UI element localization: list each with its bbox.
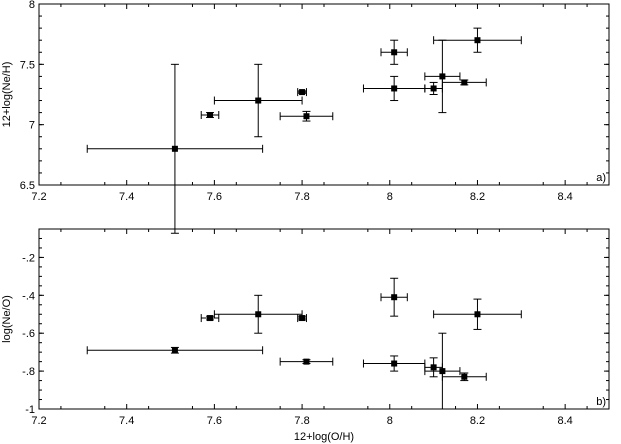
data-point <box>299 89 306 96</box>
data-point <box>474 37 481 44</box>
x-tick-label: 7.2 <box>31 415 46 427</box>
data-point <box>391 360 398 367</box>
y-axis-label: log(Ne/O) <box>1 295 13 343</box>
y-tick-label: -.6 <box>22 328 35 340</box>
data-point <box>461 79 468 86</box>
x-tick-label: 7.6 <box>207 191 222 203</box>
x-tick-label: 7.8 <box>294 415 309 427</box>
panel-label: b) <box>596 396 606 408</box>
data-point <box>430 364 437 371</box>
data-point <box>303 113 310 120</box>
x-tick-label: 7.2 <box>31 191 46 203</box>
data-point <box>171 145 178 152</box>
data-point <box>430 85 437 92</box>
data-point <box>171 347 178 354</box>
x-tick-label: 8.4 <box>558 415 573 427</box>
y-tick-label: -.4 <box>22 290 35 302</box>
y-tick-label: 6.5 <box>20 180 35 192</box>
data-point <box>255 97 262 104</box>
x-tick-label: 7.8 <box>294 191 309 203</box>
x-tick-label: 8.2 <box>470 191 485 203</box>
x-tick-label: 8.4 <box>558 191 573 203</box>
data-point <box>474 311 481 318</box>
y-tick-label: -.2 <box>22 252 35 264</box>
data-point <box>255 311 262 318</box>
data-point <box>299 315 306 322</box>
data-point <box>391 85 398 92</box>
panel-label: a) <box>596 172 606 184</box>
data-point <box>439 73 446 80</box>
data-point <box>303 358 310 365</box>
y-tick-label: 8 <box>29 0 35 11</box>
y-tick-label: -.8 <box>22 366 35 378</box>
y-tick-label: 7.5 <box>20 59 35 71</box>
plot-frame <box>38 228 610 410</box>
y-axis-label: 12+log(Ne/H) <box>1 62 13 128</box>
x-tick-label: 7.6 <box>207 415 222 427</box>
data-point <box>207 315 213 322</box>
y-tick-label: 7 <box>29 120 35 132</box>
data-point <box>461 373 468 380</box>
x-axis-label: 12+log(O/H) <box>294 431 354 443</box>
x-tick-label: 8 <box>387 415 393 427</box>
data-point <box>439 368 446 375</box>
x-tick-label: 8.2 <box>470 415 485 427</box>
data-point <box>391 49 398 56</box>
data-point <box>391 294 398 301</box>
x-tick-label: 7.4 <box>119 415 134 427</box>
y-tick-label: -1 <box>25 404 35 416</box>
data-point <box>207 112 213 119</box>
x-tick-label: 8 <box>387 191 393 203</box>
plot-frame <box>38 3 610 186</box>
x-tick-label: 7.4 <box>119 191 134 203</box>
